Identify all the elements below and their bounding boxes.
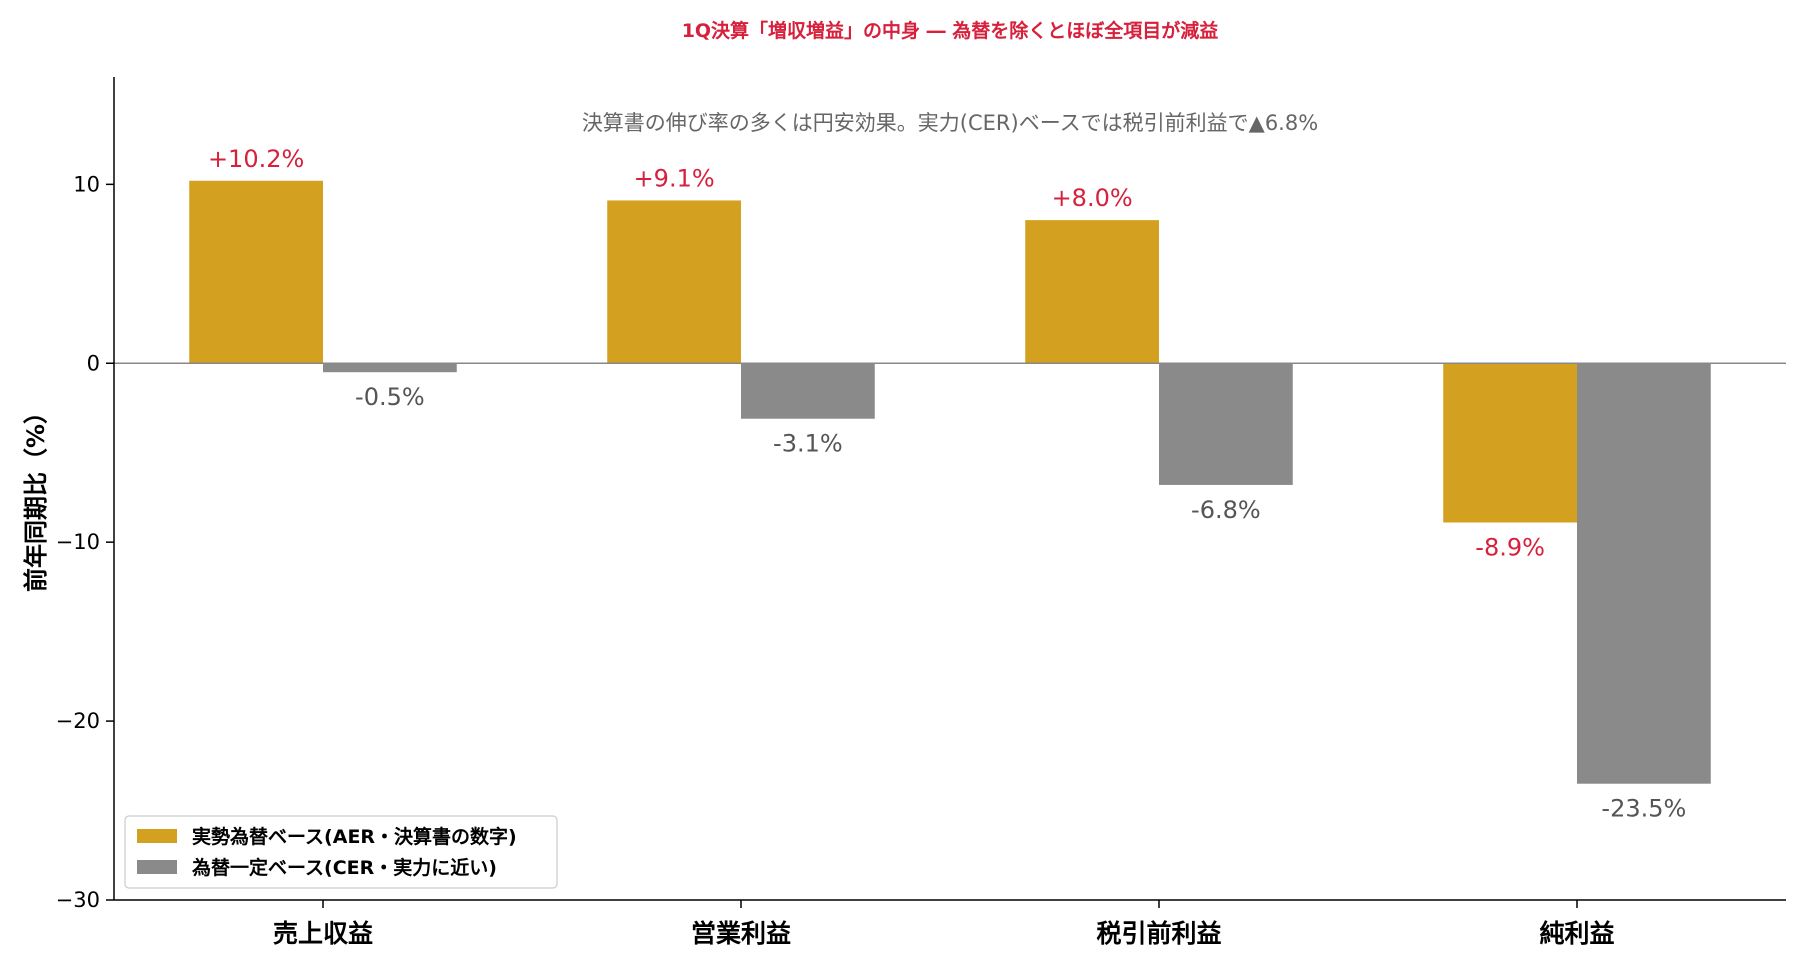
- chart-annotation: 決算書の伸び率の多くは円安効果。実力(CER)ベースでは税引前利益で▲6.8%: [582, 111, 1318, 135]
- y-tick-label: −10: [56, 530, 100, 554]
- y-tick-label: −30: [56, 888, 100, 912]
- data-label: -8.9%: [1475, 533, 1545, 561]
- data-label: +10.2%: [208, 145, 304, 173]
- x-tick-label: 純利益: [1539, 919, 1614, 948]
- bar-cer-2: [1159, 363, 1293, 485]
- y-axis-label: 前年同期比（%）: [22, 400, 50, 592]
- y-tick-label: 10: [73, 172, 100, 196]
- legend: 実勢為替ベース(AER・決算書の数字) 為替一定ベース(CER・実力に近い): [124, 815, 558, 889]
- y-tick-label: 0: [87, 351, 100, 375]
- x-tick-label: 売上収益: [273, 919, 373, 948]
- bar-aer-1: [607, 200, 741, 364]
- bar-cer-0: [323, 363, 457, 373]
- bar-aer-2: [1025, 220, 1159, 364]
- x-tick-label: 営業利益: [691, 919, 791, 948]
- x-tick-label: 税引前利益: [1096, 919, 1221, 948]
- plot-area: 10 0 −10 −20 −30 +10.2% -0.5% 売上収益 +9.1% -3.1% 営業利…: [56, 77, 1786, 948]
- legend-swatch: [137, 829, 177, 843]
- data-label: -0.5%: [355, 383, 425, 411]
- y-tick-label: −20: [56, 709, 100, 733]
- data-label: +8.0%: [1052, 184, 1133, 212]
- bar-aer-3: [1443, 363, 1577, 523]
- data-label: -23.5%: [1601, 795, 1686, 823]
- legend-entry: 実勢為替ベース(AER・決算書の数字): [192, 825, 517, 848]
- data-label: +9.1%: [634, 164, 715, 192]
- legend-frame: [124, 815, 558, 889]
- legend-swatch: [137, 860, 177, 874]
- data-label: -3.1%: [773, 430, 843, 458]
- bar-cer-1: [741, 363, 875, 419]
- legend-entry: 為替一定ベース(CER・実力に近い): [192, 856, 497, 879]
- bar-cer-3: [1577, 363, 1711, 784]
- bar-aer-0: [189, 180, 323, 364]
- chart-title: 1Q決算「増収増益」の中身 ― 為替を除くとほぼ全項目が減益: [682, 19, 1219, 42]
- data-label: -6.8%: [1191, 496, 1261, 524]
